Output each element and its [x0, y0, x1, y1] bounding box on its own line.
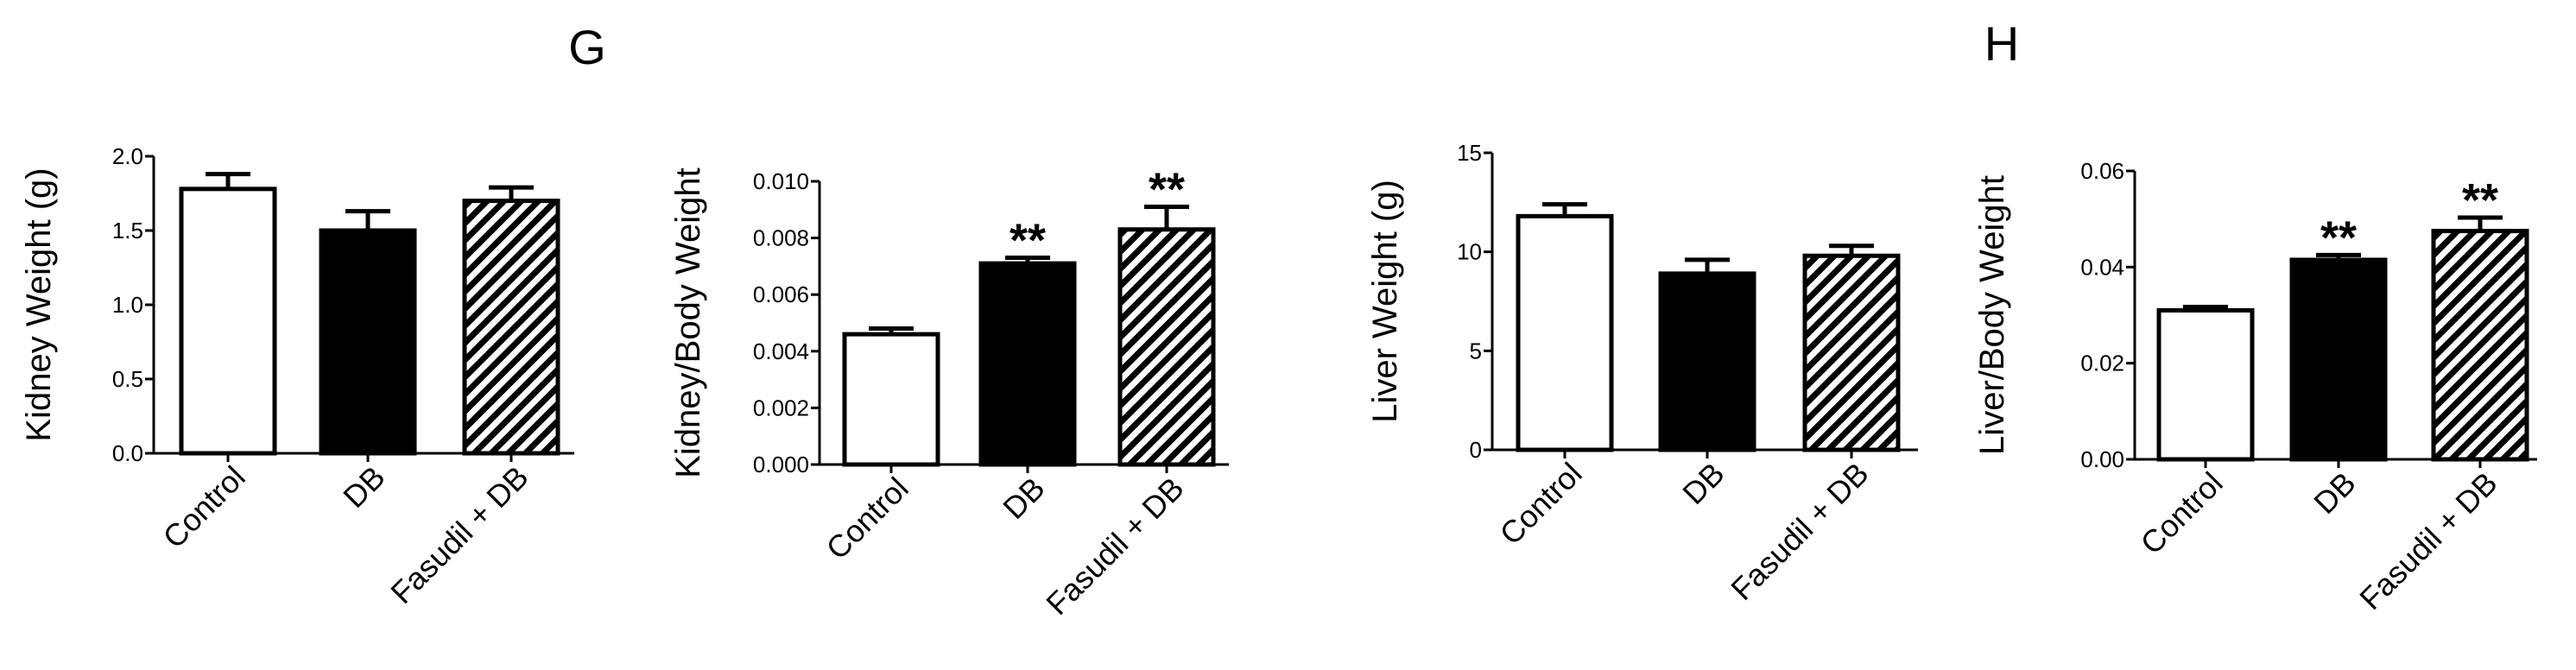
bar-1 — [842, 332, 940, 467]
bar-2 — [319, 228, 417, 456]
y-tick-label: 1.0 — [112, 292, 143, 318]
significance-marker: ** — [2320, 212, 2357, 263]
y-tick-label: 0.5 — [112, 366, 143, 392]
y-tick-label: 2.0 — [112, 143, 143, 169]
y-axis-label: Kidney Weight (g) — [20, 168, 58, 441]
x-tick-label: Control — [2134, 465, 2230, 561]
significance-marker: ** — [1010, 215, 1046, 267]
y-tick-label: 0.008 — [753, 225, 809, 251]
chart-kidney-body-ratio: 0.000 0.002 0.004 0.006 0.008 0.010 Kidney/Bod… — [669, 164, 1229, 622]
bar-3 — [462, 199, 560, 456]
y-axis-label: Liver Weight (g) — [1366, 180, 1404, 423]
x-tick-label: Fasudil + DB — [383, 459, 535, 610]
y-tick-label: 0.010 — [753, 168, 809, 194]
significance-marker: ** — [1149, 164, 1185, 216]
bar-2 — [978, 261, 1077, 467]
x-tick-label: DB — [996, 471, 1051, 526]
x-tick-label: Fasudil + DB — [1039, 471, 1190, 622]
x-tick-label: DB — [1675, 456, 1731, 511]
bar-3 — [2431, 229, 2529, 462]
bar-3 — [1802, 253, 1901, 452]
y-tick-label: 0.00 — [2080, 446, 2124, 472]
bar-3 — [1117, 227, 1216, 467]
y-tick-label: 0.0 — [112, 440, 143, 466]
y-tick-label: 0.02 — [2080, 351, 2124, 376]
y-tick-label: 15 — [1457, 140, 1482, 166]
panel-label-g: G — [568, 20, 606, 74]
y-tick-label: 0.006 — [753, 281, 809, 307]
y-tick-label: 1.5 — [112, 218, 143, 243]
y-tick-label: 5 — [1470, 338, 1482, 363]
panel-label-h: H — [1984, 16, 2019, 71]
y-axis-label: Kidney/Body Weight — [669, 168, 707, 477]
x-tick-label: Fasudil + DB — [1724, 456, 1875, 607]
y-tick-label: 0.004 — [753, 338, 809, 364]
bar-2 — [2289, 257, 2388, 462]
y-tick-label: 10 — [1457, 239, 1482, 265]
chart-kidney-weight: 0.0 0.5 1.0 1.5 2.0 Kidney Weight (g) Control D… — [20, 143, 574, 610]
y-tick-label: 0 — [1470, 437, 1482, 463]
x-tick-label: DB — [336, 459, 391, 515]
bar-2 — [1658, 271, 1756, 452]
x-tick-label: Fasudil + DB — [2352, 465, 2503, 616]
x-tick-label: Control — [156, 459, 252, 555]
bar-1 — [179, 186, 277, 456]
y-tick-label: 0.000 — [753, 452, 809, 477]
x-tick-label: Control — [820, 471, 915, 566]
chart-liver-body-ratio: 0.00 0.02 0.04 0.06 Liver/Body Weight Control… — [1973, 158, 2537, 616]
bar-1 — [1516, 213, 1614, 452]
bar-1 — [2156, 307, 2255, 462]
significance-marker: ** — [2462, 174, 2498, 226]
y-tick-label: 0.04 — [2080, 254, 2124, 280]
y-tick-label: 0.002 — [753, 395, 809, 420]
x-tick-label: Control — [1493, 456, 1589, 552]
y-axis-label: Liver/Body Weight — [1973, 175, 2011, 455]
x-tick-label: DB — [2307, 465, 2362, 521]
y-tick-label: 0.06 — [2080, 158, 2124, 184]
